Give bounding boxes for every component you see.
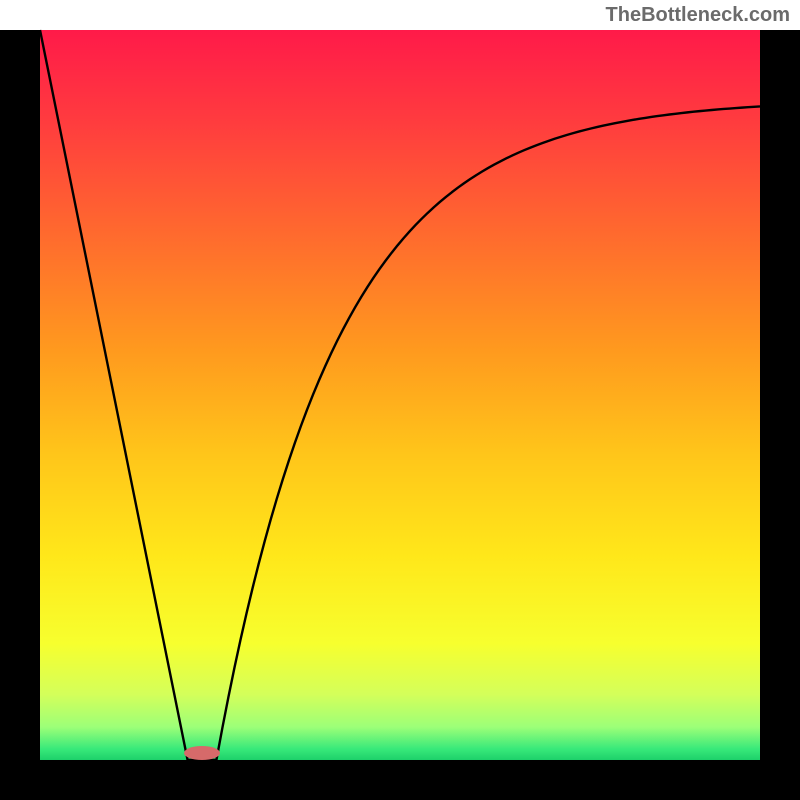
chart-background	[40, 30, 760, 760]
axis-left	[0, 30, 40, 800]
optimal-marker	[184, 746, 220, 760]
axis-bottom	[0, 760, 800, 800]
chart-container: TheBottleneck.com	[0, 0, 800, 800]
watermark-text: TheBottleneck.com	[606, 4, 790, 27]
bottleneck-chart	[0, 0, 800, 800]
axis-right	[760, 30, 800, 800]
